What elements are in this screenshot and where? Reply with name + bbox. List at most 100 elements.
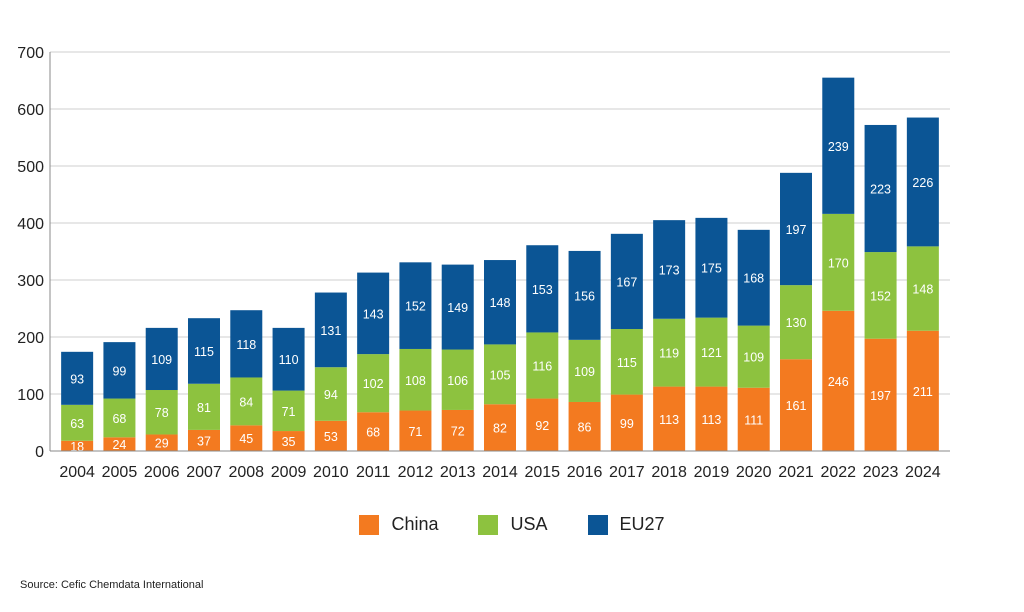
bar-china (906, 330, 939, 451)
data-label: 131 (320, 324, 341, 338)
x-tick-label: 2004 (59, 464, 95, 481)
bar-usa (822, 213, 855, 311)
data-label: 173 (659, 263, 680, 277)
legend-item-usa: USA (478, 514, 548, 535)
data-label: 102 (363, 377, 384, 391)
bar-eu27 (822, 77, 855, 214)
x-tick-label: 2019 (694, 464, 730, 481)
data-label: 71 (282, 405, 296, 419)
bar-china (737, 387, 770, 451)
bar-usa (610, 329, 643, 395)
bar-usa (864, 252, 897, 339)
data-label: 81 (197, 401, 211, 415)
bar-usa (188, 383, 220, 430)
data-label: 118 (236, 338, 256, 352)
data-label: 161 (786, 399, 807, 413)
data-label: 18 (70, 440, 84, 454)
bar-eu27 (314, 292, 347, 368)
data-label: 168 (743, 272, 764, 286)
data-label: 170 (828, 256, 849, 270)
x-tick-label: 2006 (144, 464, 180, 481)
bar-eu27 (737, 229, 770, 326)
bar-usa (399, 348, 432, 411)
data-label: 68 (366, 426, 380, 440)
data-label: 226 (912, 176, 933, 190)
bar-usa (314, 367, 347, 421)
bar-china (145, 434, 178, 451)
data-label: 239 (828, 140, 849, 154)
legend-label: USA (510, 514, 548, 534)
bar-eu27 (568, 250, 601, 340)
bar-china (484, 404, 516, 451)
bar-china (61, 440, 94, 451)
bar-usa (526, 332, 559, 399)
bar-usa (780, 285, 812, 360)
data-label: 29 (155, 437, 169, 451)
bar-eu27 (695, 217, 728, 318)
bar-china (695, 386, 728, 451)
bar-china (526, 398, 559, 451)
bar-china (610, 394, 643, 451)
bar-usa (737, 325, 770, 388)
data-label: 130 (786, 316, 807, 330)
bar-usa (484, 344, 516, 405)
data-label: 110 (279, 353, 299, 367)
y-tick-label: 100 (17, 387, 44, 404)
bar-china (568, 401, 601, 451)
bar-usa (61, 404, 94, 441)
data-label: 71 (408, 425, 422, 439)
bar-usa (441, 349, 474, 410)
bar-eu27 (103, 342, 136, 399)
bar-usa (653, 318, 686, 387)
bar-eu27 (526, 245, 559, 333)
bar-eu27 (145, 327, 178, 391)
data-label: 35 (282, 435, 296, 449)
legend-label: China (391, 514, 439, 534)
legend-swatch-eu27 (587, 514, 608, 535)
data-label: 93 (70, 372, 84, 386)
bar-usa (272, 390, 305, 432)
x-tick-label: 2013 (440, 464, 476, 481)
bar-china (230, 425, 263, 451)
data-label: 82 (493, 422, 507, 436)
data-label: 211 (913, 385, 933, 399)
data-label: 113 (659, 413, 679, 427)
bar-eu27 (61, 351, 94, 405)
legend-swatch-china (359, 514, 380, 535)
y-tick-label: 0 (35, 444, 44, 461)
bar-china (653, 386, 686, 451)
bar-eu27 (441, 264, 474, 350)
data-label: 153 (532, 283, 553, 297)
data-label: 92 (535, 419, 549, 433)
bar-eu27 (780, 172, 812, 286)
data-label: 175 (701, 262, 722, 276)
bar-eu27 (272, 327, 305, 391)
data-label: 115 (617, 356, 637, 370)
y-tick-label: 500 (17, 159, 44, 176)
bar-china (399, 410, 432, 451)
x-tick-label: 2021 (778, 464, 814, 481)
x-tick-label: 2020 (736, 464, 772, 481)
data-label: 99 (620, 417, 634, 431)
data-label: 156 (574, 289, 595, 303)
bar-china (188, 429, 220, 451)
x-tick-label: 2007 (186, 464, 222, 481)
y-tick-label: 400 (17, 216, 44, 233)
data-label: 121 (701, 346, 722, 360)
data-label: 72 (451, 424, 465, 438)
data-label: 109 (743, 351, 764, 365)
bar-eu27 (357, 272, 390, 355)
data-label: 68 (112, 412, 126, 426)
bar-eu27 (864, 124, 897, 253)
bar-eu27 (653, 220, 686, 319)
bar-china (441, 409, 474, 451)
data-label: 148 (490, 296, 511, 310)
bar-china (780, 359, 812, 451)
y-tick-label: 300 (17, 273, 44, 290)
data-label: 106 (447, 374, 468, 388)
data-label: 167 (616, 275, 637, 289)
bar-china (314, 420, 347, 451)
stacked-bar-chart: 0 100 200 300 400 500 600 700 18 63 93 2004 24 68 99 20… (17, 45, 950, 481)
data-label: 105 (490, 368, 511, 382)
data-label: 99 (112, 364, 126, 378)
